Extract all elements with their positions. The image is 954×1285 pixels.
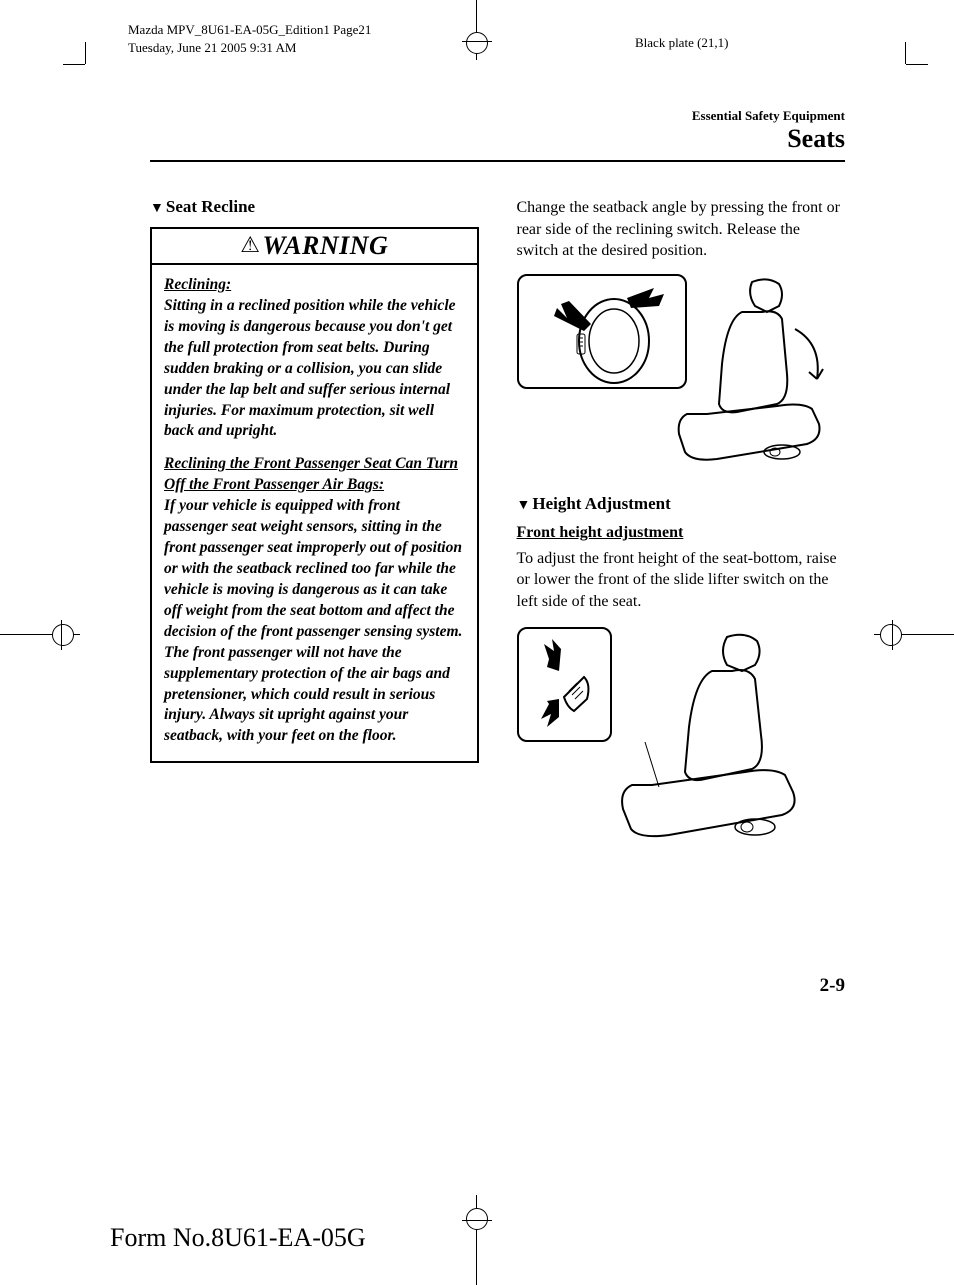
height-adjust-heading: ▼Height Adjustment (517, 494, 846, 514)
recline-seat-icon (667, 274, 857, 474)
header-rule (150, 160, 845, 162)
content-columns: ▼Seat Recline ⚠WARNING Reclining: Sittin… (150, 197, 845, 852)
seat-recline-label: Seat Recline (166, 197, 255, 216)
warning-body: Reclining: Sitting in a reclined positio… (152, 265, 477, 761)
height-switch-callout-icon (517, 627, 612, 742)
page-number: 2-9 (820, 975, 845, 997)
height-instruction: To adjust the front height of the seat-b… (517, 548, 846, 613)
down-triangle-icon: ▼ (150, 201, 164, 216)
registration-mark-right-icon (874, 620, 954, 650)
registration-mark-bottom-icon (462, 1195, 492, 1285)
page-content: Essential Safety Equipment Seats ▼Seat R… (150, 108, 845, 852)
warning-para-1: Reclining: Sitting in a reclined positio… (164, 275, 465, 442)
warning-para-2: Reclining the Front Passenger Seat Can T… (164, 454, 465, 747)
seat-recline-heading: ▼Seat Recline (150, 197, 479, 217)
warning-p1-body: Sitting in a reclined position while the… (164, 297, 456, 440)
warning-p2-head: Reclining the Front Passenger Seat Can T… (164, 455, 458, 493)
registration-mark-top-icon (462, 0, 492, 60)
doc-id-line1: Mazda MPV_8U61-EA-05G_Edition1 Page21 (128, 21, 371, 39)
front-height-subhead: Front height adjustment (517, 524, 846, 542)
height-adjust-label: Height Adjustment (532, 494, 670, 513)
header-supertitle: Essential Safety Equipment (150, 108, 845, 124)
recline-switch-svg-icon (519, 276, 685, 387)
doc-meta-top-left: Mazda MPV_8U61-EA-05G_Edition1 Page21 Tu… (128, 21, 371, 57)
form-number: Form No.8U61-EA-05G (110, 1223, 366, 1253)
registration-mark-left-icon (0, 620, 80, 650)
recline-switch-callout-icon (517, 274, 687, 389)
warning-triangle-icon: ⚠ (240, 232, 260, 257)
down-triangle-icon: ▼ (517, 498, 531, 513)
right-column: Change the seatback angle by pressing th… (517, 197, 846, 852)
doc-id-line2: Tuesday, June 21 2005 9:31 AM (128, 39, 371, 57)
warning-label: WARNING (262, 231, 388, 260)
plate-label: Black plate (21,1) (635, 35, 729, 51)
height-seat-icon (597, 627, 847, 857)
recline-instruction: Change the seatback angle by pressing th… (517, 197, 846, 262)
recline-illustration (517, 274, 846, 464)
header-title: Seats (150, 124, 845, 154)
left-column: ▼Seat Recline ⚠WARNING Reclining: Sittin… (150, 197, 479, 852)
warning-p2-body: If your vehicle is equipped with front p… (164, 497, 462, 744)
warning-box: ⚠WARNING Reclining: Sitting in a recline… (150, 227, 479, 763)
warning-p1-head: Reclining: (164, 276, 231, 293)
height-illustration (517, 627, 846, 852)
warning-header: ⚠WARNING (152, 229, 477, 265)
page-header: Essential Safety Equipment Seats (150, 108, 845, 154)
